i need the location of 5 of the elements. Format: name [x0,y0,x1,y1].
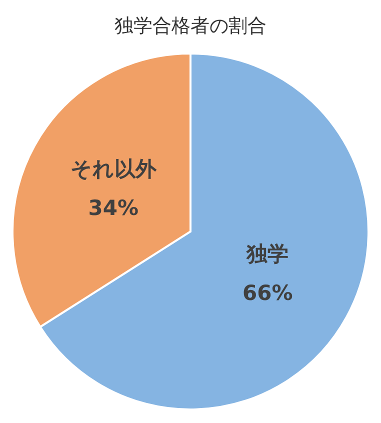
data-label: 66% [242,280,293,305]
data-label: 34% [88,196,139,220]
chart-title: 独学合格者の割合 [114,15,266,37]
slice-label: 独学 [246,242,289,266]
slice-label: それ以外 [70,157,158,182]
